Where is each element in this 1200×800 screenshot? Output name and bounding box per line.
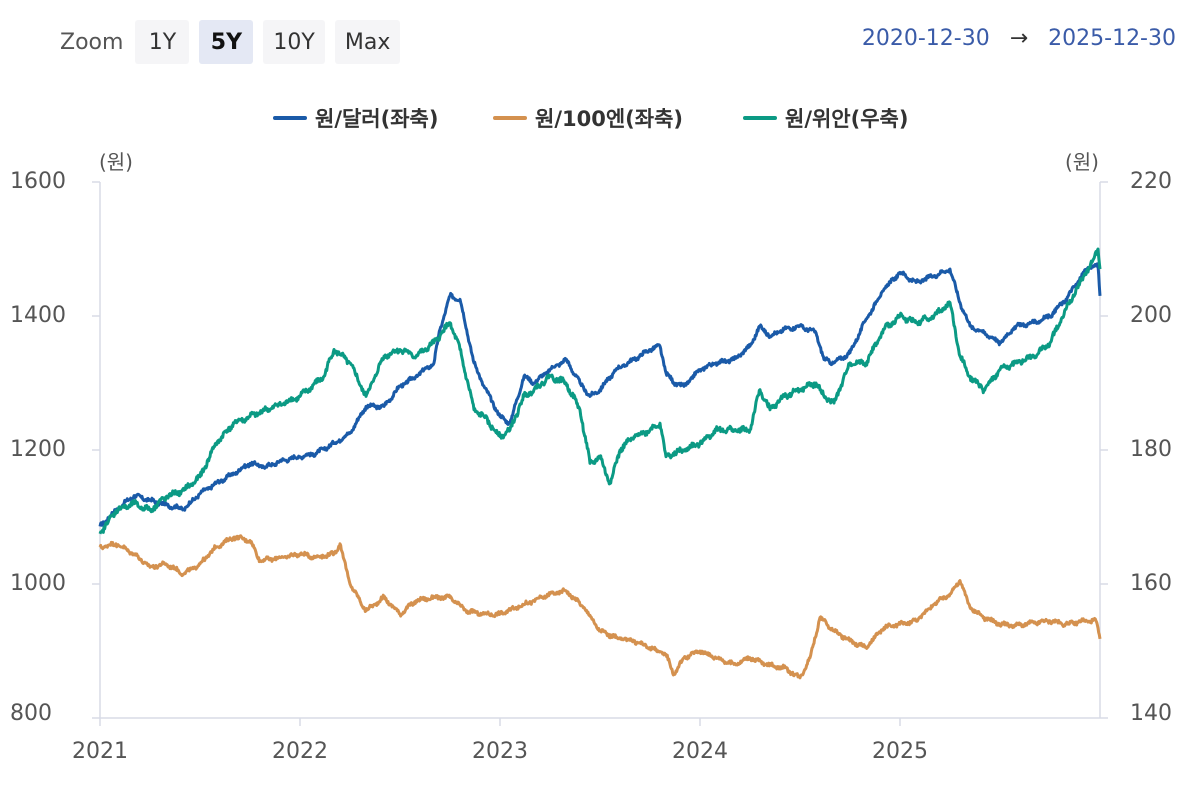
left-tick-label: 1000 — [10, 571, 66, 596]
range-end-date[interactable]: 2025-12-30 — [1048, 26, 1176, 51]
series-line-2[interactable] — [98, 247, 1102, 535]
left-axis-unit: (원) — [99, 150, 133, 174]
range-arrow-icon: → — [1009, 26, 1029, 51]
zoom-max-button[interactable]: Max — [334, 20, 401, 64]
left-tick-label: 1200 — [10, 437, 66, 462]
x-tick-label: 2025 — [872, 739, 928, 764]
series-line-0[interactable] — [98, 262, 1102, 527]
legend-label-2[interactable]: 원/위안(우축) — [785, 107, 908, 131]
zoom-1y-button[interactable]: 1Y — [135, 20, 190, 64]
left-tick-label: 1600 — [10, 169, 66, 194]
x-tick-label: 2021 — [72, 739, 128, 764]
zoom-toolbar: Zoom 1Y 5Y 10Y Max — [60, 20, 401, 64]
x-tick-label: 2024 — [672, 739, 728, 764]
x-tick-label: 2023 — [472, 739, 528, 764]
zoom-10y-button[interactable]: 10Y — [263, 20, 325, 64]
left-tick-label: 800 — [10, 701, 52, 726]
series-line-1[interactable] — [98, 534, 1102, 680]
range-start-date[interactable]: 2020-12-30 — [861, 26, 990, 51]
right-tick-label: 140 — [1130, 701, 1172, 726]
legend-label-0[interactable]: 원/달러(좌축) — [315, 107, 438, 131]
right-tick-label: 200 — [1130, 303, 1172, 328]
legend-label-1[interactable]: 원/100엔(좌축) — [535, 107, 683, 131]
x-tick-label: 2022 — [272, 739, 328, 764]
zoom-5y-button[interactable]: 5Y — [199, 20, 254, 64]
date-range: 2020-12-30 → 2025-12-30 — [862, 26, 1176, 51]
right-tick-label: 220 — [1130, 169, 1172, 194]
zoom-label: Zoom — [60, 29, 124, 55]
right-tick-label: 160 — [1130, 571, 1172, 596]
right-tick-label: 180 — [1130, 437, 1172, 462]
left-tick-label: 1400 — [10, 303, 66, 328]
right-axis-unit: (원) — [1065, 150, 1099, 174]
